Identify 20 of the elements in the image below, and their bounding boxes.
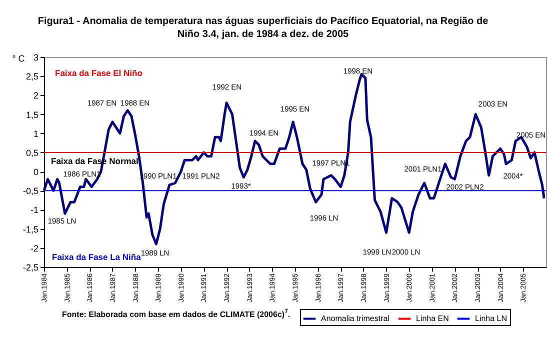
y-tick-label: -1 — [30, 205, 38, 216]
y-tick-label: 2,5 — [26, 72, 38, 82]
annotation: Faixa da Fase El Niño — [55, 68, 142, 78]
legend-label: Anomalia trimestral — [321, 314, 390, 323]
chart-title: Figura1 - Anomalia de temperatura nas águas superficiais do Pacífico Equatorial, na Região de Niño 3.4, jan. de 1984 a dez. de 2005 — [38, 16, 489, 40]
annotation: Faixa da Fase La Niña — [52, 252, 141, 262]
y-tick-label: -2 — [30, 243, 38, 254]
y-tick-label: -0,5 — [22, 186, 38, 196]
y-axis-title: ° C — [12, 54, 26, 64]
y-tick-label: 0 — [33, 167, 38, 178]
y-tick-label: 0,5 — [26, 148, 38, 158]
legend-label: Linha EN — [416, 314, 450, 323]
y-tick-label: 1,5 — [26, 110, 38, 120]
y-tick-label: 1 — [33, 128, 38, 139]
y-tick-label: 3 — [33, 52, 38, 62]
y-tick-label: -1,5 — [22, 224, 38, 234]
source-note: Fonte: Elaborada com base em dados de CLIMATE (2006c)$^{7}$. — [62, 309, 290, 319]
y-tick-label: 2 — [33, 90, 38, 101]
legend-label: Linha LN — [475, 314, 508, 323]
y-tick-label: -2,5 — [22, 262, 38, 272]
